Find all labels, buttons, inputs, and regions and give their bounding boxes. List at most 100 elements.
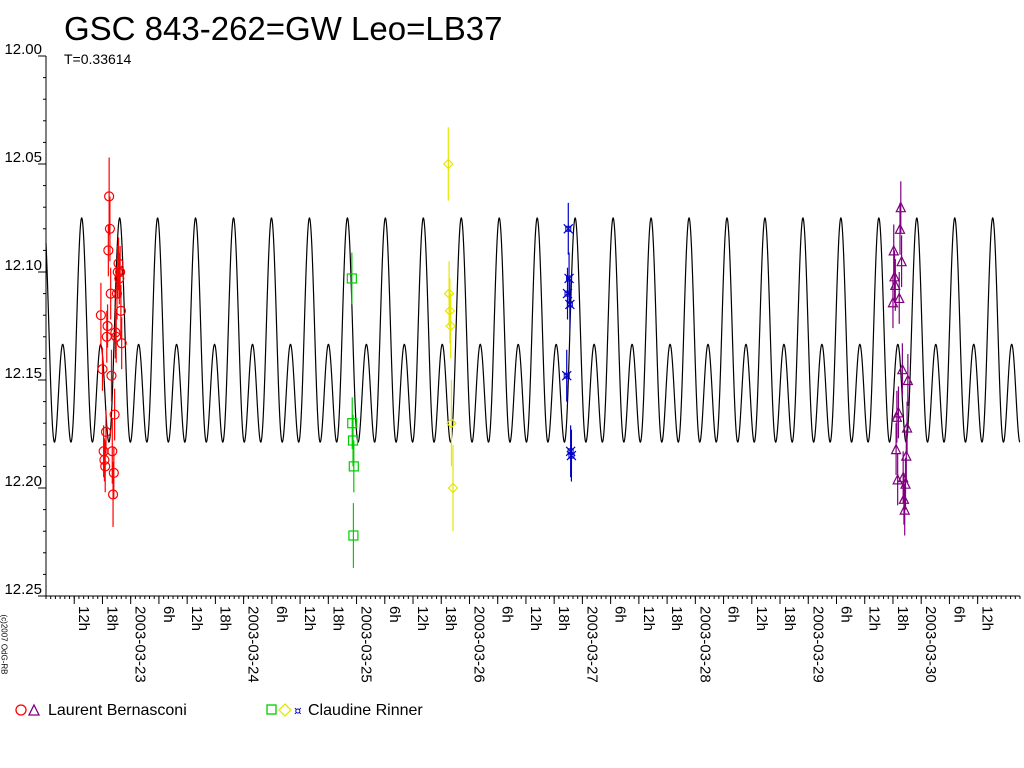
data-point — [897, 471, 909, 483]
data-point — [346, 273, 357, 284]
data-point — [108, 467, 119, 478]
data-point — [444, 305, 456, 317]
data-point — [899, 503, 911, 515]
data-point — [105, 288, 116, 299]
y-tick-label: 12.20 — [4, 473, 42, 490]
data-point — [104, 191, 115, 202]
data-point — [107, 446, 118, 457]
data-point-stroke — [566, 301, 573, 308]
data-point-stroke — [567, 448, 574, 455]
data-point — [564, 273, 574, 284]
x-tick-label: 12h — [979, 606, 996, 631]
x-tick-label: 18h — [216, 606, 233, 631]
legend-entry-rinner: ¤ Claudine Rinner — [258, 702, 423, 720]
data-point — [890, 443, 902, 455]
legend-symbols — [14, 703, 44, 720]
data-point — [443, 288, 455, 299]
data-point — [447, 482, 459, 494]
data-point — [99, 454, 110, 466]
data-point — [889, 279, 901, 291]
data-point — [902, 374, 914, 386]
data-point — [107, 489, 119, 500]
data-point-stroke — [568, 452, 575, 459]
data-point — [97, 364, 108, 375]
data-point — [566, 450, 577, 461]
data-point — [893, 292, 905, 304]
x-tick-label: 18h — [894, 606, 911, 631]
data-point — [888, 244, 900, 256]
data-point — [900, 449, 912, 461]
data-point — [895, 201, 907, 213]
data-point — [102, 320, 113, 332]
x-tick-label: 6h — [160, 606, 177, 623]
x-tick-label: 12h — [527, 606, 544, 631]
x-tick-label: 12h — [753, 606, 770, 631]
chart-subtitle: T=0.33614 — [64, 51, 132, 67]
data-point — [900, 477, 911, 489]
legend-symbols: ¤ — [258, 702, 304, 720]
data-point-stroke — [563, 372, 570, 379]
x-tick-label: 2003-03-23 — [132, 606, 149, 683]
chart-axes — [38, 55, 1021, 604]
x-tick-label: 18h — [555, 606, 572, 631]
data-point-stroke — [566, 275, 573, 282]
data-point — [110, 327, 121, 338]
data-point — [348, 530, 359, 541]
data-point — [100, 426, 112, 437]
y-tick-label: 12.25 — [4, 581, 42, 598]
data-point — [446, 417, 457, 429]
data-point — [894, 222, 906, 234]
model-light-curve — [45, 216, 1021, 443]
svg-text:¤: ¤ — [294, 704, 302, 717]
x-tick-label: 18h — [329, 606, 346, 631]
data-point — [562, 288, 573, 299]
data-point — [109, 409, 120, 420]
x-tick-label: 18h — [103, 606, 120, 631]
data-point — [116, 338, 127, 349]
x-tick-label: 12h — [640, 606, 657, 631]
data-point — [896, 363, 908, 375]
legend-entry-bernasconi: Laurent Bernasconi — [14, 702, 187, 720]
x-tick-label: 2003-03-28 — [696, 606, 713, 683]
data-point — [561, 370, 572, 381]
model-curve — [45, 216, 1021, 443]
x-tick-label: 12h — [75, 606, 92, 631]
data-point — [103, 245, 114, 256]
x-tick-label: 2003-03-24 — [245, 606, 262, 683]
x-tick-label: 12h — [301, 606, 318, 631]
x-tick-label: 18h — [442, 606, 459, 631]
data-point — [115, 266, 126, 278]
data-point — [898, 492, 910, 504]
data-point-stroke — [565, 225, 572, 232]
x-tick-label: 18h — [668, 606, 685, 631]
data-point — [347, 435, 359, 446]
data-point — [348, 461, 359, 472]
x-tick-label: 6h — [499, 606, 516, 623]
data-point — [563, 223, 574, 234]
x-tick-label: 2003-03-25 — [358, 606, 375, 683]
x-tick-label: 12h — [188, 606, 205, 631]
data-point — [115, 305, 126, 316]
data-point — [95, 310, 106, 321]
x-tick-label: 12h — [866, 606, 883, 631]
data-point — [104, 223, 116, 234]
legend-label: Laurent Bernasconi — [48, 702, 187, 719]
data-point — [892, 406, 904, 418]
x-tick-label: 12h — [414, 606, 431, 631]
y-tick-label: 12.10 — [4, 257, 42, 274]
data-point — [896, 255, 908, 267]
observation-points — [95, 127, 914, 568]
y-tick-label: 12.00 — [4, 41, 42, 58]
x-tick-label: 2003-03-30 — [922, 606, 939, 683]
y-tick-label: 12.15 — [4, 365, 42, 382]
x-tick-label: 6h — [950, 606, 967, 623]
data-point — [106, 370, 117, 381]
x-tick-label: 6h — [386, 606, 403, 623]
data-point — [442, 158, 454, 170]
legend-label: Claudine Rinner — [308, 702, 423, 719]
data-point — [347, 418, 358, 429]
data-point — [114, 273, 125, 284]
data-point — [111, 288, 123, 299]
chart-title: GSC 843-262=GW Leo=LB37 — [64, 10, 503, 47]
